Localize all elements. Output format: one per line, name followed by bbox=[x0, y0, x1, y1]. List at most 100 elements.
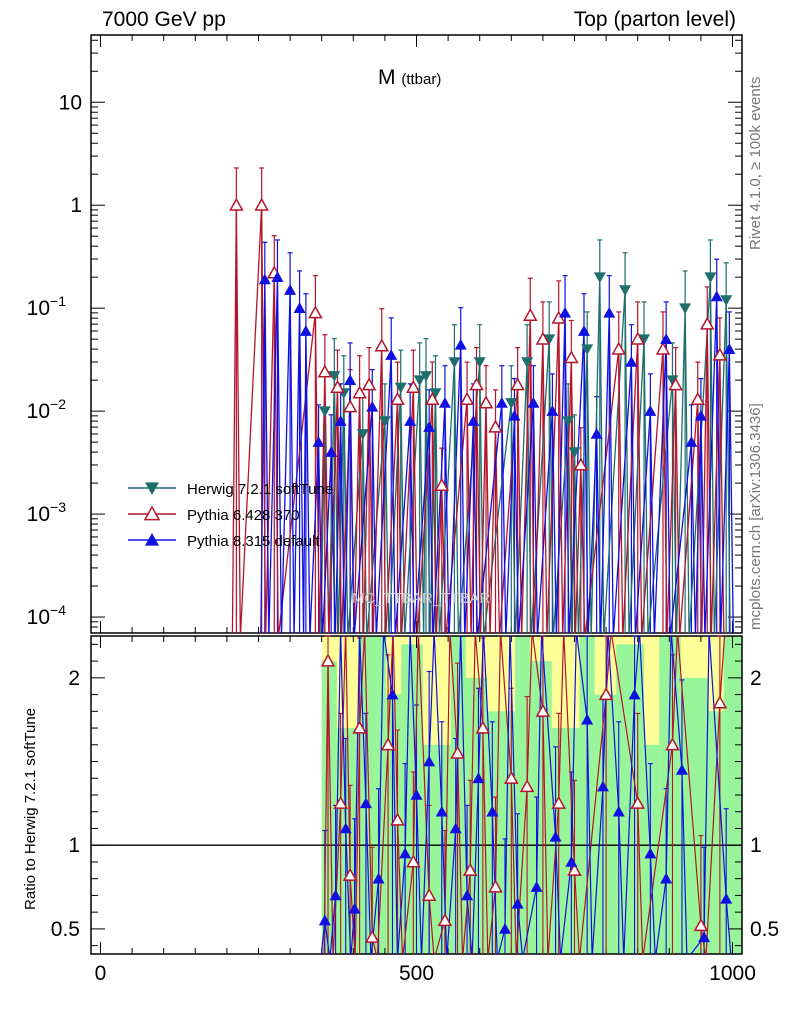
ratio-data-point bbox=[380, 737, 396, 751]
ratio-data-point bbox=[660, 872, 673, 884]
data-point bbox=[668, 377, 683, 391]
band-green-bin bbox=[723, 636, 742, 954]
data-point bbox=[473, 357, 486, 369]
ratio-data-point bbox=[348, 902, 361, 914]
data-point bbox=[495, 396, 508, 408]
ratio-data-point bbox=[565, 855, 578, 867]
ratio-data-point bbox=[339, 822, 352, 834]
data-point bbox=[625, 356, 638, 367]
rivet-version-label: Rivet 4.1.0, ≥ 100k events bbox=[747, 76, 764, 250]
data-point bbox=[712, 347, 728, 361]
ratio-data-point bbox=[675, 763, 688, 775]
data-point bbox=[229, 197, 244, 211]
data-point bbox=[325, 446, 338, 457]
legend-marker bbox=[143, 505, 161, 521]
data-point bbox=[448, 357, 461, 369]
data-point bbox=[413, 375, 426, 387]
x-tick-label: 500 bbox=[399, 962, 434, 985]
ratio-data-point bbox=[399, 847, 412, 859]
data-point bbox=[603, 306, 616, 318]
ratio-y-axis-label: Ratio to Herwig 7.2.1 softTune bbox=[22, 707, 39, 910]
data-point bbox=[644, 405, 657, 416]
ratio-data-point bbox=[352, 720, 367, 734]
data-point bbox=[562, 416, 575, 428]
data-point bbox=[356, 429, 369, 440]
ratio-data-point bbox=[712, 695, 728, 709]
data-point bbox=[438, 396, 451, 408]
data-point bbox=[312, 436, 325, 447]
ratio-data-point bbox=[720, 892, 733, 904]
tick-labels: 0 500 1000 10−4 10−3 10−2 10−1 1 10 0.5 0.5 1 1 2 2 bbox=[27, 91, 780, 985]
data-point bbox=[543, 334, 556, 346]
ratio-data-point bbox=[644, 847, 657, 859]
ratio-data-point bbox=[598, 687, 614, 701]
ratio-data-point bbox=[342, 867, 358, 881]
data-point bbox=[568, 447, 581, 459]
data-point bbox=[334, 415, 347, 426]
data-point bbox=[660, 333, 673, 344]
legend-marker bbox=[145, 482, 159, 495]
ratio-data-point bbox=[498, 922, 511, 934]
data-point bbox=[521, 357, 534, 369]
data-point bbox=[328, 371, 341, 382]
data-point bbox=[378, 416, 391, 428]
ratio-data-point bbox=[511, 897, 524, 909]
data-point bbox=[423, 421, 436, 432]
data-point bbox=[590, 427, 603, 439]
data-point bbox=[366, 400, 379, 412]
data-point bbox=[434, 477, 450, 491]
data-point bbox=[611, 341, 627, 355]
data-point bbox=[505, 398, 518, 409]
data-point bbox=[685, 436, 698, 447]
data-point bbox=[419, 371, 432, 382]
plot-title-main: M bbox=[378, 66, 396, 89]
ratio-data-point bbox=[318, 914, 331, 926]
data-point bbox=[638, 334, 651, 346]
data-point bbox=[330, 379, 345, 393]
ratio-data-point bbox=[364, 929, 380, 943]
ratio-data-point bbox=[628, 688, 641, 700]
data-point bbox=[318, 406, 331, 418]
data-point bbox=[299, 325, 312, 336]
data-point bbox=[694, 409, 707, 421]
x-tick-label: 0 bbox=[95, 962, 107, 985]
ratio-data-point bbox=[698, 931, 711, 943]
x-tick-label: 1000 bbox=[709, 962, 756, 985]
data-point bbox=[581, 344, 594, 356]
data-point bbox=[546, 405, 559, 416]
y-tick-label: 10−2 bbox=[27, 396, 67, 423]
ratio-data-point bbox=[435, 805, 448, 817]
band-green-bin bbox=[530, 661, 552, 954]
ratio-y-tick-label: 1 bbox=[68, 834, 80, 857]
data-point bbox=[429, 388, 442, 400]
data-point bbox=[723, 343, 736, 354]
data-point bbox=[559, 306, 572, 318]
ratio-data-point bbox=[693, 918, 709, 932]
ratio-data-point bbox=[630, 795, 645, 809]
data-point bbox=[510, 377, 525, 391]
ratio-data-point bbox=[423, 755, 436, 767]
legend-label: Pythia 8.315 default bbox=[187, 533, 320, 550]
data-point bbox=[425, 391, 440, 405]
band-green-bin bbox=[659, 636, 681, 954]
ratio-y-tick-label-right: 1 bbox=[750, 834, 762, 857]
data-point bbox=[459, 391, 475, 405]
ratio-data-point bbox=[551, 795, 566, 809]
data-point bbox=[467, 415, 480, 426]
data-point bbox=[390, 391, 405, 405]
ratio-y-tick-label-right: 0.5 bbox=[750, 918, 779, 941]
analysis-watermark: MC_TTBAR_TTBAR bbox=[352, 590, 491, 607]
data-point bbox=[374, 338, 390, 352]
ratio-data-point bbox=[410, 789, 423, 800]
ratio-data-point bbox=[406, 854, 421, 868]
data-point bbox=[535, 331, 551, 345]
ratio-data-point bbox=[488, 879, 503, 893]
ratio-data-point bbox=[535, 703, 551, 717]
source-label: mcplots.cern.ch [arXiv:1306.3436] bbox=[747, 403, 764, 630]
data-point bbox=[361, 377, 377, 391]
data-point bbox=[655, 341, 671, 355]
ratio-data-point bbox=[549, 830, 562, 842]
data-point bbox=[619, 285, 632, 297]
data-point bbox=[564, 350, 579, 364]
